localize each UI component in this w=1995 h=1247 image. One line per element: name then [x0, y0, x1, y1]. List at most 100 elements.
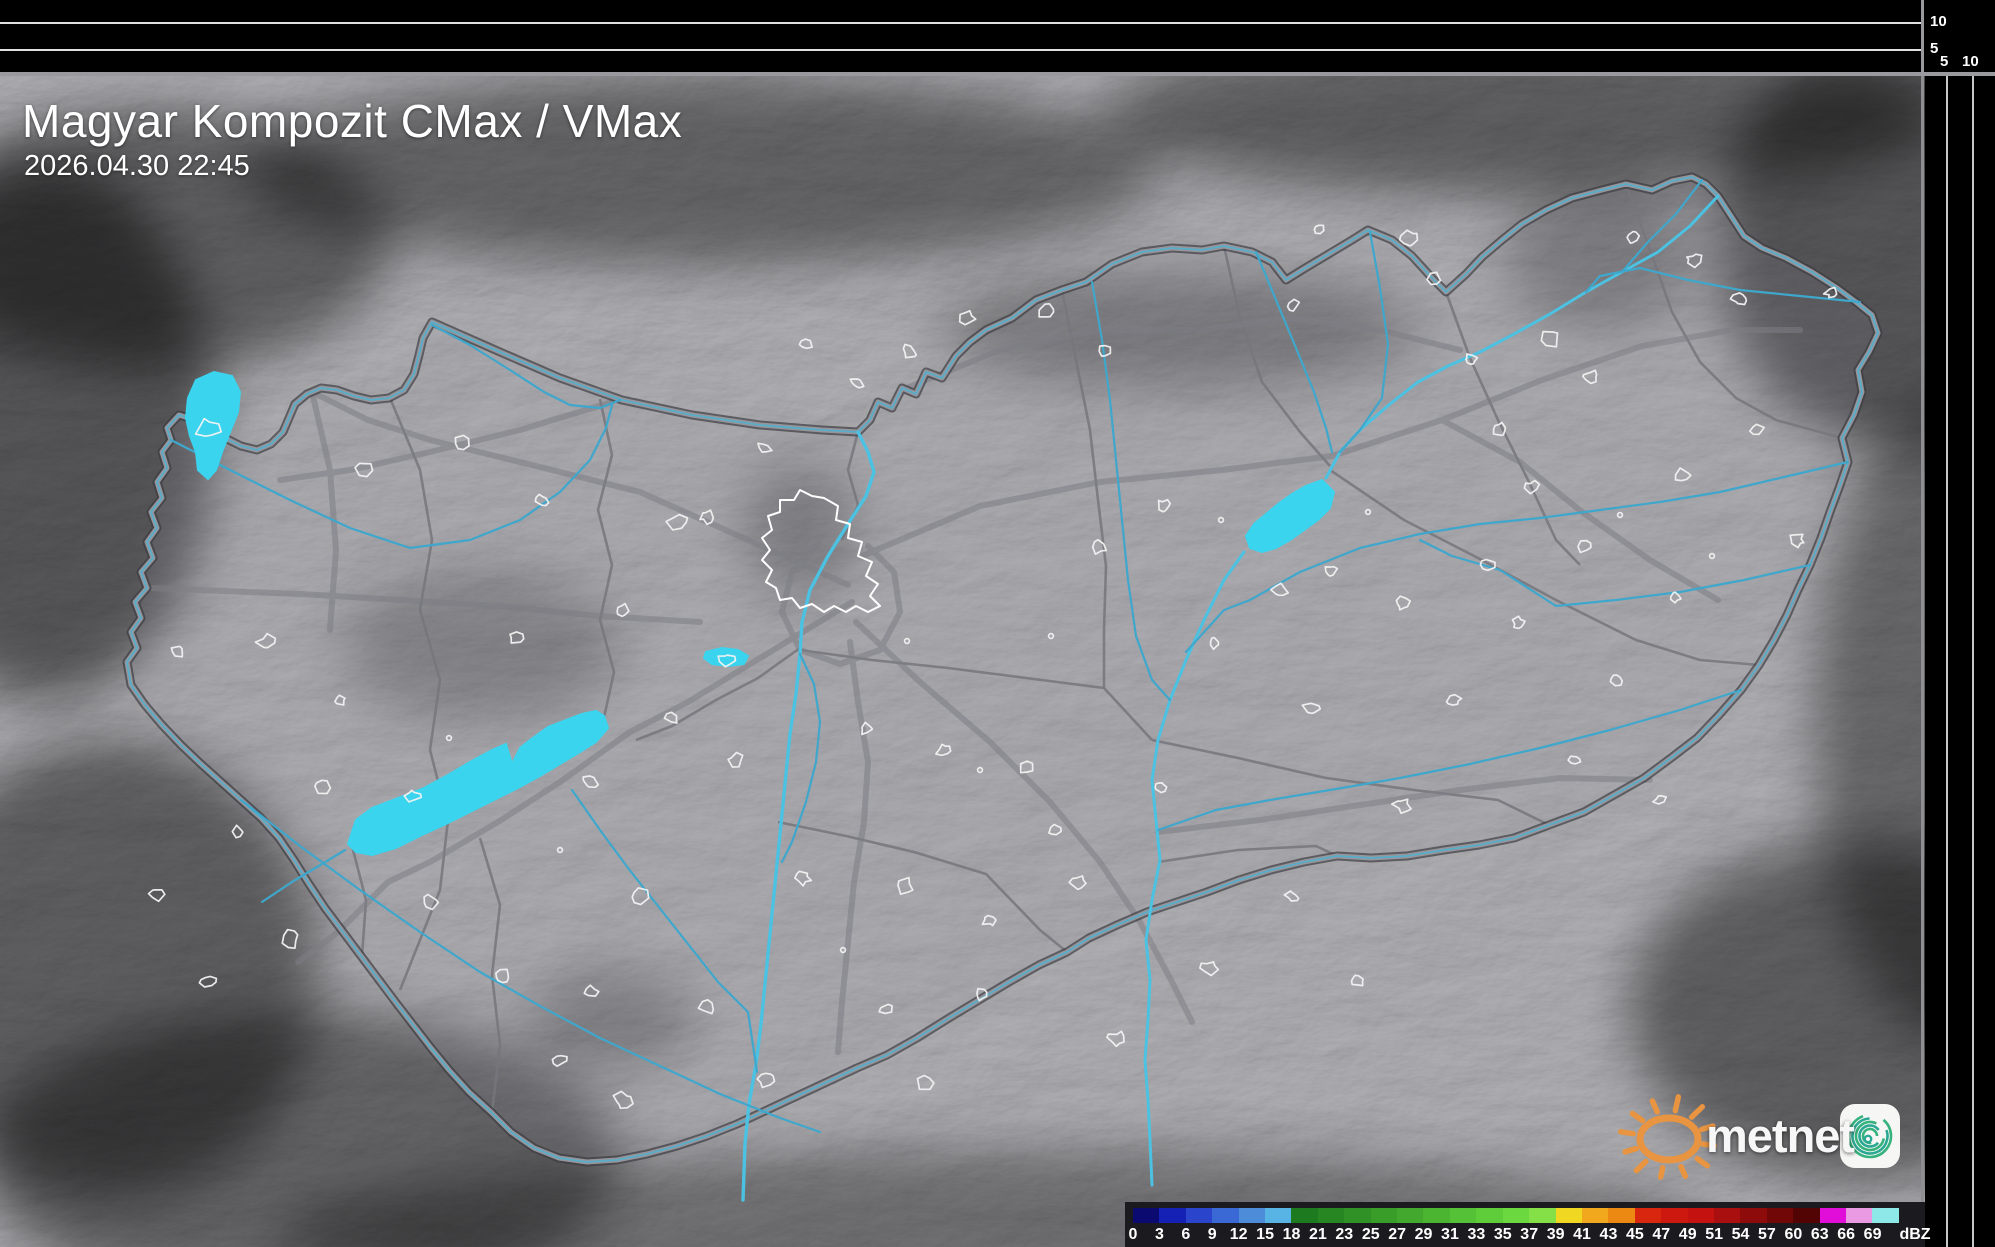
color-scale-segment [1793, 1208, 1820, 1223]
dbz-tick-label: 57 [1758, 1226, 1776, 1243]
village-dot [1708, 552, 1716, 560]
town-outline [454, 434, 470, 451]
town-outline [1199, 961, 1220, 977]
town-outline [849, 378, 865, 389]
color-scale-segment [1845, 1208, 1873, 1223]
river-raba [169, 403, 614, 550]
color-scale-segment [1159, 1208, 1186, 1223]
sun-icon [1617, 1094, 1718, 1180]
town-outline [1106, 1030, 1125, 1048]
road-44 [1155, 774, 1653, 835]
lake-tisza [1244, 478, 1336, 554]
town-outline [935, 743, 952, 757]
logo-text: metnet [1706, 1109, 1855, 1162]
dbz-tick-label: 12 [1229, 1226, 1248, 1243]
town-outline [403, 789, 423, 803]
sun-ray [1622, 1145, 1639, 1155]
town-outline [583, 984, 600, 997]
town-outline [1465, 353, 1479, 365]
village-dot [903, 637, 911, 645]
town-outline [897, 876, 914, 896]
town-outline [281, 928, 299, 950]
village-dot [1364, 508, 1372, 516]
town-outline [1577, 539, 1592, 554]
town-outline [1313, 224, 1325, 235]
town-outline [582, 775, 600, 789]
rivers [169, 178, 1862, 1202]
town-outline [334, 694, 346, 706]
town-outline [1395, 595, 1412, 611]
town-outline [1609, 674, 1624, 687]
road-8 [147, 585, 703, 625]
town-outline [354, 462, 374, 478]
village-dot [1047, 632, 1055, 640]
dbz-tick-label: 33 [1467, 1226, 1486, 1243]
color-scale-segment [1265, 1208, 1292, 1223]
town-outline [1270, 582, 1290, 597]
village-dot [556, 846, 564, 854]
town-outline [1669, 591, 1682, 604]
town-outline [616, 602, 630, 618]
town-outline [1822, 286, 1838, 299]
dbz-tick-label: 15 [1256, 1226, 1274, 1243]
lake-balaton [346, 709, 610, 857]
town-outline [1652, 794, 1668, 805]
dbz-tick-label: 3 [1154, 1226, 1164, 1243]
town-outline [170, 645, 184, 658]
town-outline [509, 631, 525, 644]
height-gridline-10km [0, 22, 1922, 24]
country-border [122, 172, 1883, 1167]
town-outline [1098, 344, 1112, 357]
top-axis-tick-5: 5 [1930, 40, 1939, 57]
town-outline [916, 1074, 935, 1091]
road-m3 [859, 327, 1803, 559]
dbz-tick-label: 63 [1810, 1226, 1829, 1243]
road-m5 [853, 619, 1195, 1025]
town-outline [1674, 467, 1692, 482]
village-dot [1616, 511, 1624, 519]
lake-velencei [702, 646, 750, 668]
town-outline [793, 870, 813, 887]
sun-ray [1699, 1141, 1718, 1149]
color-scale-segment [1397, 1208, 1424, 1223]
town-outline [147, 888, 166, 903]
town-outline [981, 914, 997, 927]
river-bodrog [1620, 178, 1704, 274]
town-outline [1019, 760, 1034, 774]
dbz-tick-label: 69 [1863, 1226, 1882, 1243]
river-danube-branch [780, 652, 822, 864]
town-outline [727, 751, 744, 768]
town-outline [665, 513, 689, 531]
dbz-tick-label: 45 [1625, 1226, 1644, 1243]
page-title: Magyar Kompozit CMax / VMax [22, 95, 683, 147]
road-85 [277, 399, 615, 483]
town-outline [254, 632, 277, 649]
dbz-tick-label: 43 [1599, 1226, 1618, 1243]
village-dot [445, 734, 453, 742]
right-axis-tick-5: 5 [1940, 53, 1949, 70]
map-top-axis-line [0, 72, 1995, 76]
town-outline [1209, 636, 1220, 651]
color-scale-segment [1634, 1208, 1662, 1223]
color-scale-segment [1212, 1208, 1239, 1223]
town-outline [551, 1054, 568, 1068]
town-outline [1301, 702, 1322, 715]
color-scale-bar [1133, 1208, 1899, 1223]
metnet-app-icon [1840, 1104, 1900, 1168]
town-outline [1748, 423, 1766, 436]
town-outline [194, 417, 223, 438]
town-outline [1283, 890, 1300, 902]
timestamp: 2026.04.30 22:45 [24, 150, 250, 182]
color-scale-segment [1423, 1208, 1450, 1223]
distance-gridline-10km [1972, 76, 1974, 1247]
color-scale-segment [1740, 1208, 1767, 1223]
town-outline [1511, 615, 1526, 630]
town-outline [1154, 782, 1168, 794]
top-panel-axis-divider [1921, 0, 1924, 72]
dbz-tick-label: 27 [1388, 1226, 1407, 1243]
vmax-top-profile-panel [0, 0, 1995, 72]
hungary-radar-map [0, 76, 1925, 1247]
color-scale-segment [1449, 1208, 1477, 1223]
town-outline [612, 1090, 634, 1110]
cyclone-spiral-icon [1847, 1113, 1893, 1159]
